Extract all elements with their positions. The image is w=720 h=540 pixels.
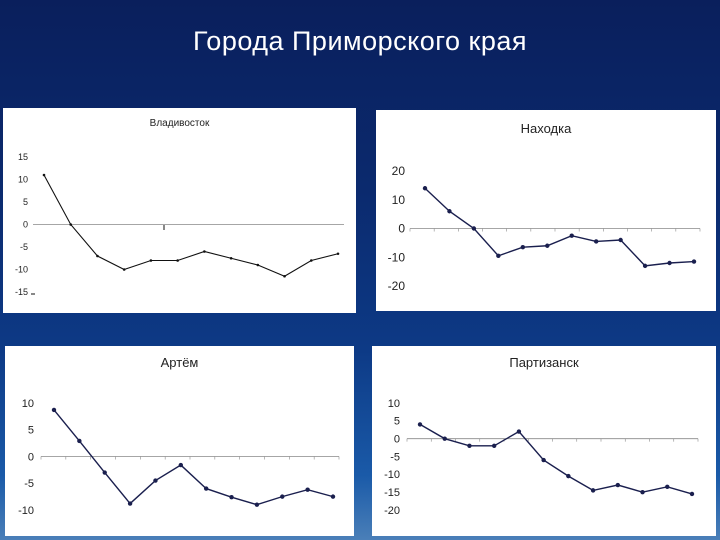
chart-plot-area: 10 5 0 -5 -10 xyxy=(18,398,340,517)
data-point xyxy=(122,268,126,271)
data-point xyxy=(442,436,447,441)
chart-vladivostok: Владивосток 15 10 5 0 -5 -10 -15 xyxy=(3,108,356,313)
y-tick-label: -20 xyxy=(384,505,400,517)
y-tick-label: -10 xyxy=(388,250,406,264)
y-tick-label: -5 xyxy=(20,242,28,252)
chart-plot-area: 10 5 0 -5 -10 -15 -20 xyxy=(384,398,699,517)
chart-artem: Артём 10 5 0 -5 -10 xyxy=(5,346,354,536)
data-point xyxy=(422,186,428,191)
data-point xyxy=(336,252,340,256)
data-point xyxy=(153,478,158,483)
data-point xyxy=(203,486,209,491)
y-tick-label: 10 xyxy=(18,175,28,185)
data-point xyxy=(667,260,672,266)
data-point xyxy=(96,254,99,258)
data-point xyxy=(520,244,526,250)
data-point xyxy=(471,226,477,231)
data-point xyxy=(283,274,286,278)
data-point xyxy=(593,239,599,244)
y-tick-label: 5 xyxy=(23,197,28,207)
chart-nakhodka: Находка 20 10 0 -10 -20 xyxy=(376,110,716,311)
data-point xyxy=(178,462,184,468)
data-point xyxy=(447,209,452,214)
chart-title: Владивосток xyxy=(149,118,210,129)
chart-plot-area: 15 10 5 0 -5 -10 -15 xyxy=(15,152,344,297)
data-point xyxy=(615,482,621,488)
chart-partizansk: Партизанск 10 5 0 -5 -10 -15 -20 xyxy=(372,346,716,536)
data-point xyxy=(566,473,571,479)
data-point xyxy=(203,250,206,253)
data-point xyxy=(691,259,697,264)
data-point xyxy=(149,259,153,262)
y-tick-label: -10 xyxy=(384,469,400,481)
y-tick-label: 0 xyxy=(394,434,400,446)
y-tick-label: -15 xyxy=(384,487,400,499)
data-point xyxy=(618,237,623,243)
y-tick-label: -5 xyxy=(24,478,34,490)
data-point xyxy=(176,259,179,262)
data-point xyxy=(642,263,648,269)
data-point xyxy=(541,457,546,463)
y-tick-label: 20 xyxy=(392,164,406,178)
y-tick-label: 5 xyxy=(28,425,34,437)
data-point xyxy=(229,494,234,500)
data-point xyxy=(102,470,107,475)
data-point xyxy=(77,438,82,444)
y-tick-label: -10 xyxy=(15,265,28,275)
y-tick-label: -15 xyxy=(15,287,28,297)
data-point xyxy=(689,491,695,497)
series-line xyxy=(419,423,693,495)
data-point xyxy=(545,243,550,248)
data-point xyxy=(496,253,501,259)
data-point xyxy=(309,259,313,262)
y-tick-label: 10 xyxy=(392,193,406,207)
y-tick-label: 0 xyxy=(28,451,34,463)
data-point xyxy=(280,494,285,499)
y-tick-label: 10 xyxy=(22,398,34,410)
chart-title: Партизанск xyxy=(509,355,579,370)
y-tick-label: -10 xyxy=(18,505,34,517)
data-point xyxy=(516,429,522,434)
data-point xyxy=(330,494,336,499)
data-point xyxy=(42,173,46,177)
data-point xyxy=(467,443,472,448)
data-point xyxy=(640,489,645,495)
series-line xyxy=(43,174,339,277)
y-tick-label: 0 xyxy=(23,220,28,230)
y-tick-label: 0 xyxy=(398,222,405,236)
y-tick-label: -5 xyxy=(390,451,400,463)
data-point xyxy=(590,488,596,493)
data-point xyxy=(665,484,670,490)
data-point xyxy=(254,502,260,507)
chart-plot-area: 20 10 0 -10 -20 xyxy=(388,164,701,293)
data-point xyxy=(491,443,497,448)
y-tick-label: -20 xyxy=(388,279,406,293)
chart-title: Артём xyxy=(160,355,199,370)
data-point xyxy=(569,233,574,238)
series-line xyxy=(53,409,334,506)
series-line xyxy=(424,187,695,267)
data-point xyxy=(417,422,423,427)
slide-title: Города Приморского края xyxy=(192,26,527,56)
data-point xyxy=(69,223,73,226)
y-tick-label: 5 xyxy=(394,416,400,428)
data-point xyxy=(127,501,133,506)
data-point xyxy=(229,256,233,260)
data-point xyxy=(305,487,310,492)
y-tick-label: 15 xyxy=(18,152,28,162)
data-point xyxy=(51,407,57,413)
data-point xyxy=(256,263,260,267)
chart-title: Находка xyxy=(520,121,572,136)
y-tick-label: 10 xyxy=(388,398,400,410)
